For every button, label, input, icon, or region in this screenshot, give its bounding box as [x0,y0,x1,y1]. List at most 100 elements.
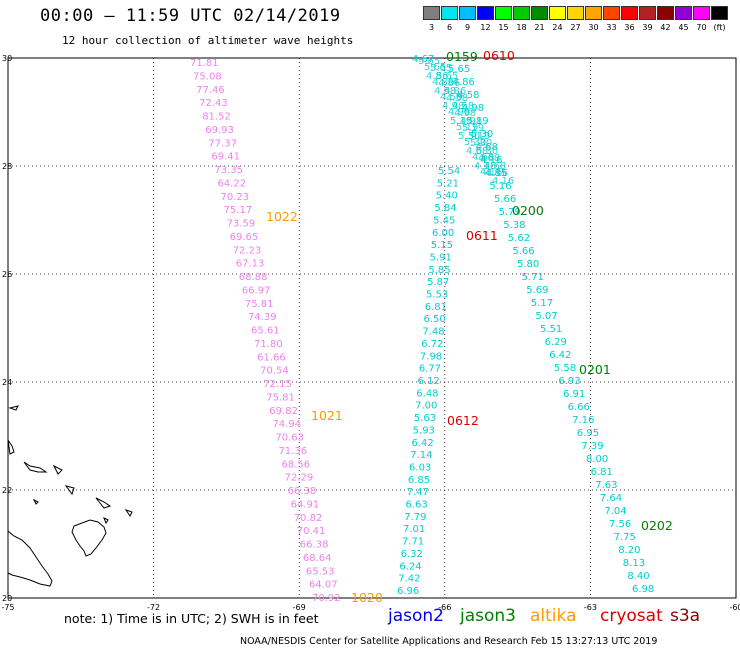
swh-value-track-b: 7.04 [604,506,626,517]
colorbar-label: 3 [428,23,435,32]
swh-value-track-b: 4.16 [480,155,502,166]
swh-value-track-b: 8.13 [623,558,645,569]
island-bahamas-1 [8,405,19,411]
swh-value-dense: 5.19 [468,131,490,142]
swh-value-track-b: 6.66 [568,402,590,413]
swh-value-track-a: 7.79 [404,512,426,523]
colorbar-swatch [585,6,602,20]
colorbar-swatch [693,6,710,20]
swh-value-dense: 5.19 [462,123,484,134]
swh-value-pink: 65.53 [306,566,335,577]
longitude-tick-label: -60 [729,603,740,612]
swh-value-track-a: 5.93 [413,425,435,436]
swh-value-track-b: 4.58 [457,90,479,101]
swh-value-pink: 71.36 [278,446,307,457]
swh-value-pink: 70.63 [275,433,304,444]
colorbar-label: 33 [606,23,617,32]
swh-value-pink: 75.81 [266,392,295,403]
swh-value-track-b: 5.69 [526,285,548,296]
longitude-tick-label: -66 [438,603,451,612]
swh-value-pink: 68.88 [239,272,268,283]
swh-value-dense: 5.30 [464,137,486,148]
swh-value-pink: 72.43 [199,98,228,109]
pass-time-label: 0201 [579,362,611,377]
colorbar-swatch [603,6,620,20]
swh-value-dense: 4.86 [438,78,460,89]
wave-height-colorbar: 3 6 9 12 15 18 21 24 27 30 33 36 39 42 45 70 (ft) [423,6,729,36]
colorbar-label: 24 [552,23,563,32]
colorbar-swatch [495,6,512,20]
swh-value-pink: 70.92 [312,593,341,604]
colorbar-swatch [441,6,458,20]
swh-value-track-b: 6.42 [549,350,571,361]
swh-value-pink: 64.91 [291,499,320,510]
latitude-tick-label: 28 [2,162,12,171]
swh-value-track-b: 7.39 [581,441,603,452]
swh-value-track-a: 6.03 [409,462,431,473]
swh-value-pink: 65.61 [251,326,280,337]
swh-value-track-b: 7.75 [614,532,636,543]
longitude-tick-label: -75 [1,603,14,612]
colorbar-label: 9 [464,23,471,32]
swh-value-pink: 75.08 [193,71,222,82]
swh-value-dense: 4.86 [444,86,466,97]
swh-value-dense: 4.58 [446,93,468,104]
swh-value-track-a: 5.40 [436,191,458,202]
colorbar-label: 18 [516,23,527,32]
island-bahamas-5 [64,485,75,496]
swh-value-track-a: 6.63 [405,500,427,511]
swh-value-track-b: 6.95 [577,428,599,439]
swh-value-pink: 69.41 [211,152,240,163]
swh-value-dense: 5.19 [456,122,478,133]
colorbar-swatch [531,6,548,20]
colorbar-label: 45 [678,23,689,32]
swh-value-track-a: 7.48 [422,327,444,338]
colorbar-swatch [675,6,692,20]
swh-value-dense: 4.98 [448,107,470,118]
swh-value-track-a: 5.15 [431,240,453,251]
satellite-swaths: 71.81 75.08 77.46 72.43 81.52 69.93 77.37 69.41… [190,48,673,605]
swh-value-pink: 77.46 [196,85,225,96]
swh-value-track-a: 7.00 [415,401,437,412]
swh-value-track-a: 6.48 [416,388,438,399]
map-title: 00:00 – 11:59 UTC 02/14/2019 [40,6,341,26]
swh-value-dense-top: 4.67 [412,54,434,65]
swh-value-track-b: 6.81 [591,467,613,478]
island-bahamas-2 [7,439,15,455]
swh-value-dense: 4.58 [440,92,462,103]
swh-value-dense: 5.65 [424,62,446,73]
swh-value-track-b: 4.85 [485,168,507,179]
swh-value-dense: 5.65 [418,56,440,67]
swh-value-dense: 4.68 [484,161,506,172]
swh-value-pink: 75.17 [224,205,253,216]
latitude-tick-label: 30 [2,54,12,63]
swh-value-pink: 70.54 [260,366,289,377]
swh-value-dense: 4.98 [454,108,476,119]
swh-value-pink: 69.93 [205,125,234,136]
swh-value-pink: 75.81 [245,299,274,310]
longitude-tick-label: -69 [293,603,306,612]
island-hispaniola [71,519,107,557]
swh-value-track-a: 6.96 [397,586,419,597]
swh-value-track-a: 7.98 [420,351,442,362]
swh-value-track-a: 7.01 [403,524,425,535]
swh-value-dense: 4.58 [434,86,456,97]
swh-value-track-a: 5.63 [414,413,436,424]
swh-value-pink: 74.39 [248,312,277,323]
legend-item-jason2: jason2 [388,606,444,626]
swh-value-track-b: 6.98 [632,584,654,595]
swh-value-track-a: 5.84 [434,203,456,214]
colorbar-swatch [423,6,440,20]
map-gridlines [8,58,736,598]
swh-value-track-b: 7.64 [600,493,622,504]
swh-value-track-a: 6.12 [418,376,440,387]
swh-value-pink: 70.23 [221,192,250,203]
pass-time-label: 0612 [447,413,479,428]
swh-value-track-b: 5.19 [466,116,488,127]
swh-value-pink: 71.80 [254,339,283,350]
colorbar-swatch [711,6,728,20]
colorbar-swatch [513,6,530,20]
swh-value-track-b: 4.86 [453,77,475,88]
island-bahamas-3 [23,461,48,473]
swh-value-track-a: 6.81 [425,302,447,313]
